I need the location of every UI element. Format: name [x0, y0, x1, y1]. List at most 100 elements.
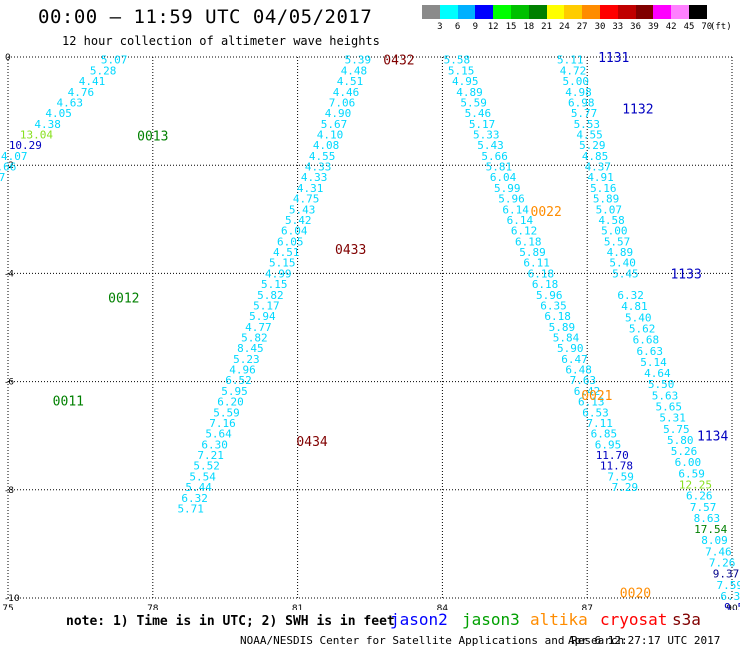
swh-value: 6.68 — [633, 334, 660, 347]
swh-value: 4.33 — [301, 171, 328, 184]
chart-subtitle: 12 hour collection of altimeter wave hei… — [62, 34, 380, 48]
chart-title: 00:00 – 11:59 UTC 04/05/2017 — [38, 6, 373, 28]
swh-value: 4.37 — [0, 171, 5, 184]
swh-value: 7.29 — [612, 481, 639, 494]
legend-swatch — [671, 5, 690, 19]
swh-value: 6.26 — [686, 490, 713, 503]
swh-value: 6.63 — [636, 345, 663, 358]
swh-value: 5.11 — [557, 54, 584, 67]
legend-swatch — [546, 5, 565, 19]
y-tick-label: -4 — [5, 269, 14, 279]
swh-value: 6.05 — [277, 235, 304, 248]
legend-label: 9 — [472, 22, 479, 32]
swh-value: 6.14 — [507, 214, 534, 227]
swh-value: 5.39 — [345, 54, 372, 67]
satellite-label-jason3: jason3 — [462, 610, 520, 629]
y-tick-label: -10 — [5, 594, 20, 604]
legend-swatch — [582, 5, 601, 19]
swh-value: 4.95 — [452, 75, 479, 88]
swh-value: 4.38 — [34, 118, 61, 131]
swh-value: 6.98 — [568, 96, 595, 109]
pass-time-label: 0433 — [335, 243, 366, 258]
legend-label: 33 — [612, 22, 624, 32]
pass-time-label: 0013 — [137, 129, 168, 144]
swh-value: 4.51 — [273, 246, 300, 259]
swh-value: 5.96 — [536, 289, 563, 302]
swh-value: 10.29 — [9, 139, 42, 152]
swh-value: 6.47 — [561, 353, 588, 366]
pass-time-label: 1134 — [697, 430, 728, 445]
wave-height-map: 75 78 81 84 87 900-2-4-6-8-105.075.284.414.76… — [0, 51, 740, 610]
swh-value: 5.15 — [448, 64, 475, 77]
swh-value: 5.99 — [494, 182, 521, 195]
x-tick-label: 90 — [726, 604, 738, 610]
legend-swatch — [617, 5, 637, 19]
swh-value: 5.31 — [659, 412, 686, 425]
swh-value: 5.17 — [253, 299, 280, 312]
x-tick-label: 81 — [292, 604, 303, 610]
legend-label: 24 — [558, 22, 570, 32]
swh-value: 5.62 — [629, 322, 656, 335]
swh-value: 6.18 — [515, 235, 542, 248]
swh-value: 4.98 — [565, 86, 592, 99]
swh-value: 8.45 — [237, 342, 264, 355]
swh-value: 6.35 — [540, 299, 567, 312]
swh-value: 6.53 — [582, 406, 609, 419]
swh-value: 5.82 — [241, 332, 268, 345]
swh-value: 8.63 — [694, 512, 721, 525]
legend-swatch — [600, 5, 619, 19]
swh-value: 17.54 — [694, 523, 727, 536]
swh-value: 6.30 — [201, 438, 228, 451]
swh-value: 6.20 — [217, 396, 244, 409]
swh-value: 5.00 — [601, 225, 628, 238]
swh-value: 5.59 — [460, 96, 487, 109]
swh-value: 5.40 — [609, 257, 636, 270]
swh-value: 6.00 — [675, 456, 702, 469]
swh-value: 6.37 — [720, 590, 740, 603]
legend-label: 45 — [683, 22, 695, 32]
swh-value: 4.96 — [229, 364, 256, 377]
swh-value: 4.46 — [333, 86, 360, 99]
swh-value: 5.46 — [465, 107, 492, 120]
swh-value: 4.10 — [317, 128, 344, 141]
swh-value: 5.94 — [249, 310, 276, 323]
swh-value: 7.11 — [586, 417, 613, 430]
legend-unit: (ft) — [709, 22, 732, 32]
x-tick-label: 84 — [437, 604, 449, 610]
swh-value: 6.32 — [617, 289, 644, 302]
swh-value: 7.06 — [329, 96, 356, 109]
x-tick-label: 75 — [2, 604, 13, 610]
swh-value: 6.42 — [574, 385, 601, 398]
swh-value: 5.53 — [574, 118, 601, 131]
swh-value: 4.75 — [293, 193, 320, 206]
swh-value: 5.16 — [590, 182, 617, 195]
swh-value: 4.51 — [337, 75, 364, 88]
swh-value: 7.63 — [570, 374, 597, 387]
swh-value: 7.26 — [709, 557, 736, 570]
swh-value: 6.11 — [523, 257, 550, 270]
swh-value: 5.67 — [321, 118, 348, 131]
swh-value: 4.55 — [309, 150, 336, 163]
swh-value: 5.33 — [473, 128, 500, 141]
satellite-label-jason2: jason2 — [390, 610, 448, 629]
swh-value: 5.71 — [177, 502, 204, 515]
swh-value: 5.89 — [549, 321, 576, 334]
swh-value: 5.54 — [189, 470, 216, 483]
swh-value: 6.32 — [181, 492, 208, 505]
swh-value: 4.99 — [265, 267, 292, 280]
swh-value: 8.09 — [701, 534, 728, 547]
swh-value: 5.43 — [289, 203, 316, 216]
swh-value: 5.59 — [213, 406, 240, 419]
swh-value: 5.64 — [205, 428, 232, 441]
swh-value: 4.90 — [325, 107, 352, 120]
swh-value: 4.07 — [1, 150, 28, 163]
swh-value: 5.66 — [481, 150, 508, 163]
generation-timestamp: Apr 6 12:27:17 UTC 2017 — [568, 634, 721, 647]
swh-value: 7.46 — [705, 545, 732, 558]
swh-value: 4.76 — [68, 86, 95, 99]
x-tick-label: 78 — [147, 604, 159, 610]
swh-value: 5.89 — [593, 193, 620, 206]
swh-value: 5.57 — [604, 235, 631, 248]
swh-value: 5.14 — [640, 356, 667, 369]
color-legend: 3 6 9 12 15 18 21 24 27 30 33 36 39 42 45 70 (ft) — [0, 0, 740, 40]
